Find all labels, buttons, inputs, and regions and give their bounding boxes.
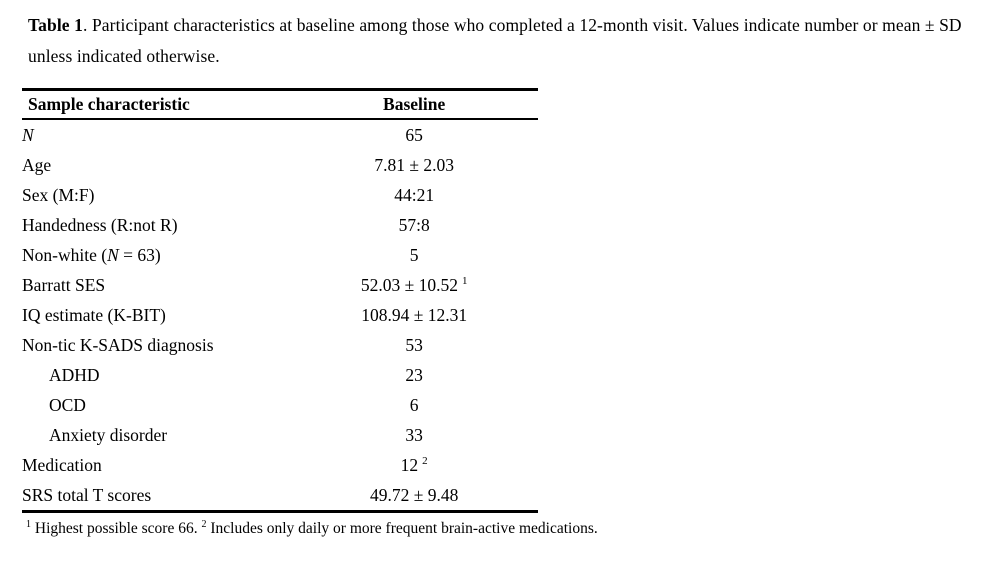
row-value: 23	[405, 364, 423, 385]
table-caption-label: Table 1	[28, 15, 84, 35]
table-row: Non-white (N = 63) 5	[22, 240, 538, 270]
table-row: Handedness (R:not R) 57:8	[22, 210, 538, 240]
table-row: ADHD 23	[22, 360, 538, 390]
row-label: Anxiety disorder	[49, 424, 168, 445]
footnote-marker-1: 1	[26, 518, 31, 530]
row-label: Non-tic K-SADS diagnosis	[22, 334, 214, 355]
footnote-marker-2: 2	[201, 518, 207, 530]
column-header-baseline: Baseline	[290, 89, 538, 120]
row-value: 52.03 ± 10.52 1	[360, 274, 468, 295]
row-label: Non-white (N = 63)	[22, 244, 161, 265]
table-row: Non-tic K-SADS diagnosis 53	[22, 330, 538, 360]
table-caption-text: . Participant characteristics at baselin…	[28, 15, 962, 66]
row-label: Age	[22, 154, 52, 175]
row-label: Medication	[22, 454, 102, 475]
row-label: Sex (M:F)	[22, 184, 95, 205]
row-value: 6	[409, 394, 419, 415]
column-header-sample-characteristic: Sample characteristic	[22, 89, 291, 120]
row-label: N	[22, 124, 34, 145]
row-label: Barratt SES	[22, 274, 106, 295]
table-caption: Table 1. Participant characteristics at …	[28, 10, 968, 72]
row-value: 65	[405, 124, 423, 145]
footnote-text-2: Includes only daily or more frequent bra…	[206, 520, 598, 537]
table-header-row: Sample characteristic Baseline	[22, 89, 538, 120]
table-row: OCD 6	[22, 390, 538, 420]
table-row: IQ estimate (K-BIT) 108.94 ± 12.31	[22, 300, 538, 330]
table-row: N 65	[22, 119, 538, 150]
row-value: 44:21	[394, 184, 435, 205]
row-value: 33	[405, 424, 423, 445]
row-label: IQ estimate (K-BIT)	[22, 304, 166, 325]
row-value: 57:8	[398, 214, 430, 235]
row-value: 5	[409, 244, 419, 265]
row-value: 108.94 ± 12.31	[361, 304, 468, 325]
table-row: SRS total T scores 49.72 ± 9.48	[22, 480, 538, 512]
participant-characteristics-table: Sample characteristic Baseline N 65 Age …	[22, 88, 538, 513]
row-label: Handedness (R:not R)	[22, 214, 178, 235]
row-label: ADHD	[49, 364, 100, 385]
table-footnote: 1 Highest possible score 66. 2 Includes …	[26, 518, 966, 540]
footnote-text-1: Highest possible score 66.	[31, 520, 202, 537]
row-value: 53	[405, 334, 423, 355]
table-row: Barratt SES 52.03 ± 10.52 1	[22, 270, 538, 300]
row-value: 12 2	[400, 454, 428, 475]
row-value: 7.81 ± 2.03	[374, 154, 454, 175]
table-row: Sex (M:F) 44:21	[22, 180, 538, 210]
row-label: SRS total T scores	[22, 484, 152, 505]
table-row: Anxiety disorder 33	[22, 420, 538, 450]
row-value: 49.72 ± 9.48	[369, 484, 459, 505]
table-row: Medication 12 2	[22, 450, 538, 480]
table-row: Age 7.81 ± 2.03	[22, 150, 538, 180]
row-label: OCD	[49, 394, 86, 415]
